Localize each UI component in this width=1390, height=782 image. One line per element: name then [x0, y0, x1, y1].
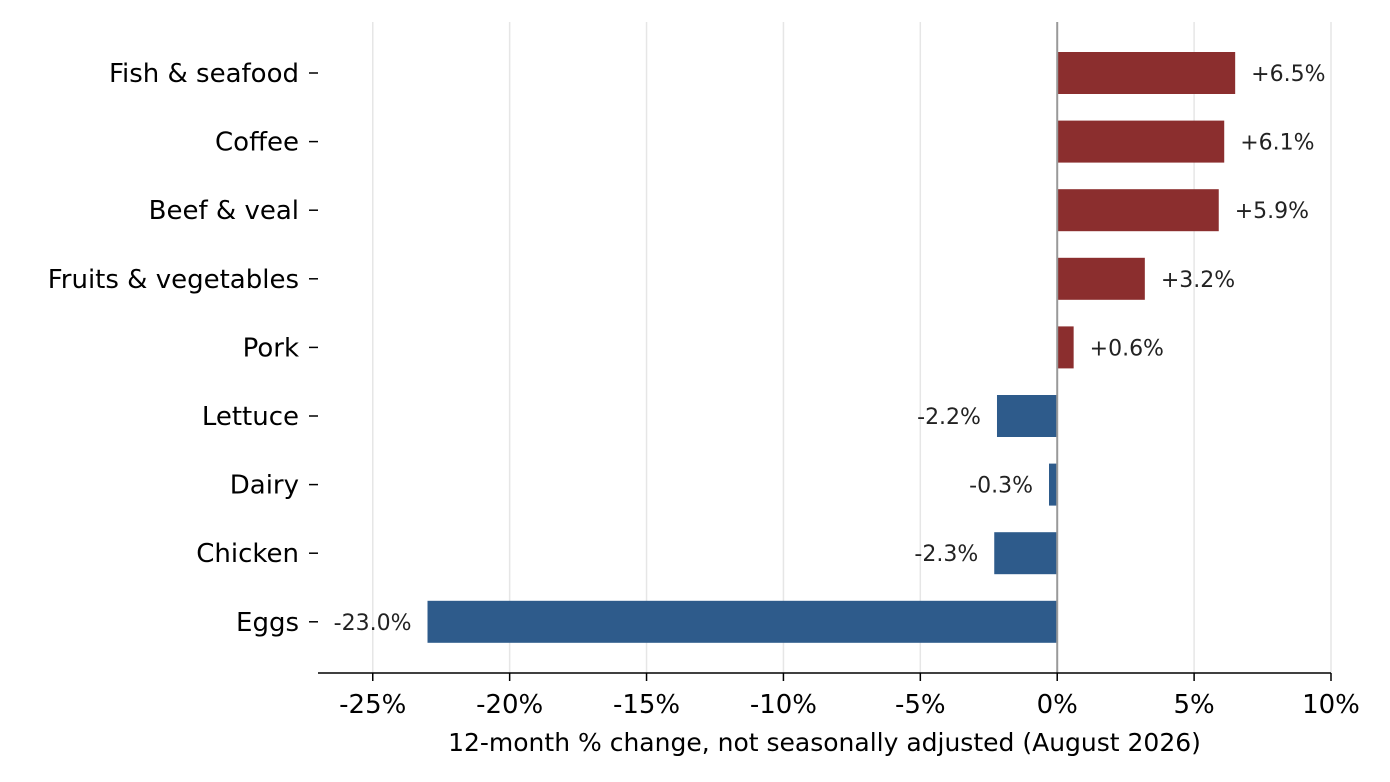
category-label: Eggs: [236, 608, 299, 638]
data-label: +6.5%: [1251, 62, 1325, 87]
category-label: Beef & veal: [149, 196, 299, 226]
bar: [1057, 120, 1225, 163]
x-tick-label: -20%: [476, 690, 543, 720]
bar: [1057, 257, 1145, 300]
bars: [427, 52, 1236, 643]
data-label: +6.1%: [1240, 131, 1314, 156]
x-axis-title: 12-month % change, not seasonally adjust…: [448, 728, 1201, 757]
x-tick-label: -5%: [895, 690, 946, 720]
bar: [427, 600, 1058, 643]
category-label: Fruits & vegetables: [48, 265, 299, 295]
x-tick-label: 10%: [1302, 690, 1360, 720]
data-label: +5.9%: [1235, 199, 1309, 224]
category-label: Coffee: [215, 128, 299, 158]
category-label: Fish & seafood: [109, 59, 299, 89]
category-label: Lettuce: [202, 402, 299, 432]
data-label: -0.3%: [969, 474, 1033, 499]
bar: [1057, 189, 1219, 232]
x-axis: -25% -20% -15% -10% -5% 0% 5% 10%: [318, 672, 1360, 720]
x-tick-label: -25%: [339, 690, 406, 720]
grid-lines: [372, 22, 1332, 673]
x-tick-label: 5%: [1173, 690, 1214, 720]
data-label: +0.6%: [1090, 336, 1164, 361]
category-label: Dairy: [230, 471, 299, 501]
bar: [1049, 463, 1058, 506]
y-axis: Fish & seafood Coffee Beef & veal Fruits & …: [48, 59, 318, 638]
data-label: -2.3%: [914, 542, 978, 567]
data-label: -2.2%: [917, 405, 981, 430]
x-tick-label: -15%: [613, 690, 680, 720]
bar: [996, 395, 1058, 437]
bar: [1057, 52, 1236, 94]
category-label: Chicken: [196, 539, 299, 569]
x-tick-label: 0%: [1037, 690, 1078, 720]
x-tick-label: -10%: [750, 690, 817, 720]
bar: [994, 532, 1058, 575]
bar: [1057, 326, 1074, 369]
category-label: Pork: [243, 333, 299, 363]
data-label: +3.2%: [1161, 268, 1235, 293]
data-labels: +6.5% +6.1% +5.9% +3.2% +0.6% -2.2% -0.3% -2.3%…: [334, 62, 1326, 636]
data-label: -23.0%: [334, 611, 412, 636]
